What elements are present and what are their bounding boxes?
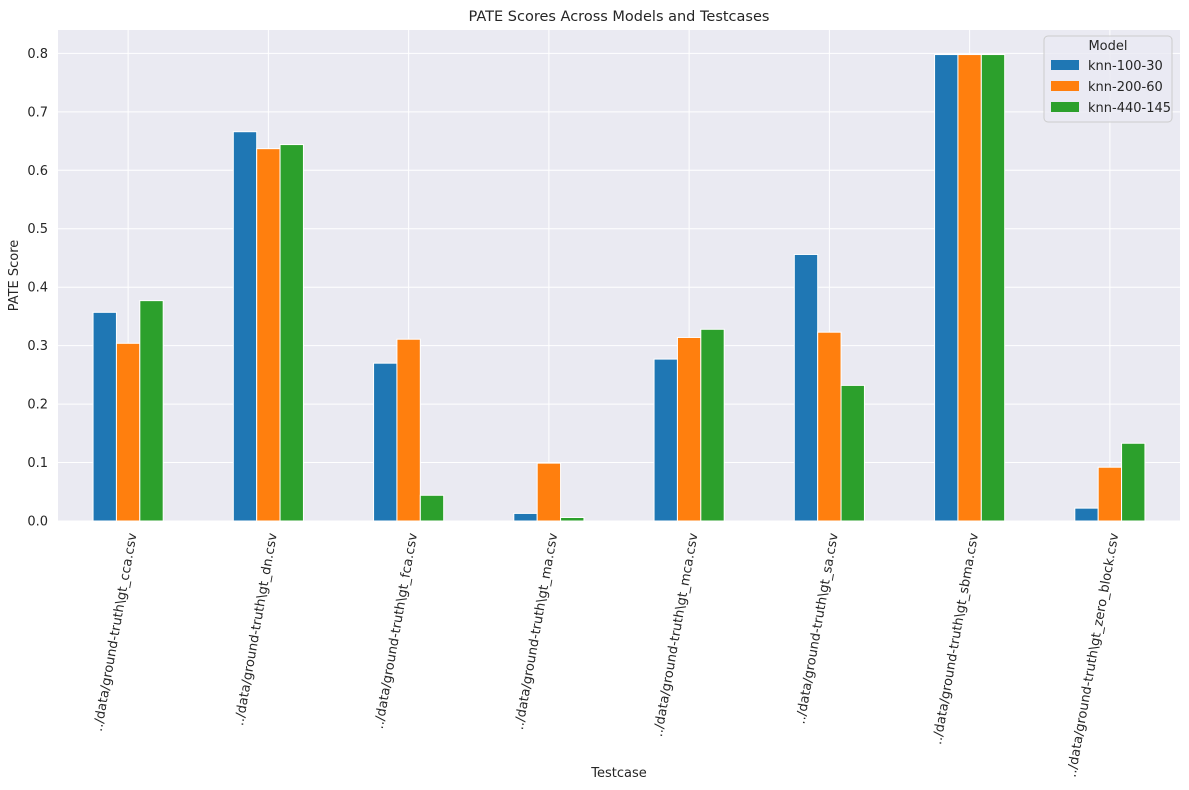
legend-swatch — [1051, 102, 1079, 112]
x-tick-label: ../data/ground-truth\gt_zero_block.csv — [1064, 532, 1122, 779]
legend-items: knn-100-30 knn-200-60 knn-440-145 — [1051, 59, 1171, 116]
bar-knn-100-30-4 — [653, 358, 678, 522]
legend-label: knn-440-145 — [1088, 101, 1171, 116]
bar-knn-440-145-0 — [139, 300, 164, 522]
x-tick-label: ../data/ground-truth\gt_cca.csv — [91, 532, 141, 733]
bar-knn-440-145-5 — [840, 384, 865, 522]
x-tick-label: ../data/ground-truth\gt_mca.csv — [651, 532, 702, 739]
legend-box — [1043, 35, 1173, 123]
bar-knn-100-30-7 — [1074, 507, 1099, 522]
bar-knn-200-60-5 — [817, 331, 842, 522]
x-tick-label: ../data/ground-truth\gt_dn.csv — [232, 532, 281, 727]
bar-knn-100-30-3 — [513, 512, 538, 522]
plot-area — [58, 30, 1180, 521]
legend: Model knn-100-30 knn-200-60 knn-440-145 — [1043, 35, 1173, 123]
y-tick-label: 0.4 — [27, 281, 48, 296]
bar-knn-440-145-6 — [980, 54, 1006, 522]
y-tick-label: 0.1 — [27, 456, 48, 471]
x-tick-labels: ../data/ground-truth\gt_cca.csv ../data/g… — [91, 532, 1123, 779]
x-tick-label: ../data/ground-truth\gt_ma.csv — [512, 532, 561, 731]
y-axis-title: PATE Score — [7, 240, 22, 312]
legend-swatch — [1051, 81, 1079, 91]
bar-knn-200-60-1 — [256, 148, 281, 522]
y-tick-label: 0.6 — [27, 164, 48, 179]
bar-knn-200-60-3 — [536, 462, 562, 522]
y-tick-label: 0.3 — [27, 339, 48, 354]
bar-knn-200-60-2 — [396, 338, 421, 522]
y-tick-labels: 0.0 0.1 0.2 0.3 0.4 0.5 0.6 0.7 0.8 — [27, 47, 48, 530]
y-tick-label: 0.2 — [27, 398, 48, 413]
bar-knn-440-145-2 — [419, 494, 445, 522]
y-tick-label: 0.0 — [27, 515, 48, 530]
bar-knn-100-30-0 — [92, 311, 117, 522]
bar-knn-440-145-7 — [1121, 442, 1146, 522]
x-tick-label: ../data/ground-truth\gt_sbma.csv — [930, 532, 982, 746]
legend-label: knn-100-30 — [1088, 59, 1163, 74]
x-tick-label: ../data/ground-truth\gt_fca.csv — [372, 532, 421, 731]
legend-swatch — [1051, 60, 1079, 70]
legend-title: Model — [1088, 39, 1127, 54]
bar-knn-200-60-7 — [1097, 466, 1123, 522]
bar-knn-100-30-5 — [793, 253, 819, 522]
y-tick-label: 0.8 — [27, 47, 48, 62]
bar-knn-440-145-1 — [279, 144, 304, 522]
bar-knn-100-30-6 — [934, 54, 959, 522]
chart-title: PATE Scores Across Models and Testcases — [469, 9, 770, 25]
bar-knn-100-30-1 — [232, 131, 258, 522]
x-tick-label: ../data/ground-truth\gt_sa.csv — [793, 532, 841, 726]
bar-knn-100-30-2 — [373, 362, 398, 522]
bar-knn-200-60-0 — [115, 342, 141, 522]
y-tick-label: 0.5 — [27, 222, 48, 237]
x-axis-title: Testcase — [590, 766, 647, 781]
bars — [92, 54, 1146, 522]
bar-knn-200-60-6 — [957, 54, 982, 522]
bar-knn-440-145-4 — [700, 328, 725, 522]
bar-knn-440-145-3 — [560, 516, 585, 522]
y-tick-label: 0.7 — [27, 105, 48, 120]
legend-label: knn-200-60 — [1088, 80, 1163, 95]
bar-knn-200-60-4 — [676, 336, 702, 522]
